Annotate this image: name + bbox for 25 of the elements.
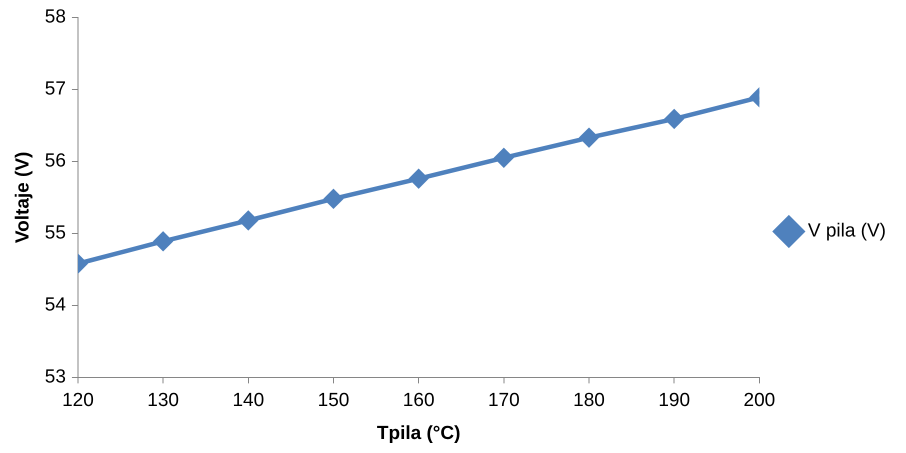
y-tick-label: 54: [44, 294, 66, 316]
point: [154, 232, 172, 251]
point: [239, 211, 258, 230]
y-axis-title: Voltaje (V): [12, 152, 34, 244]
point: [494, 148, 514, 168]
point: [664, 110, 684, 128]
x-tick-label: 190: [658, 390, 690, 412]
legend-label: V pila (V): [808, 220, 886, 242]
point: [409, 169, 428, 188]
y-tick-label: 56: [44, 150, 66, 172]
y-tick-label: 58: [44, 6, 66, 28]
x-tick-label: 150: [318, 390, 350, 412]
point: [324, 190, 343, 208]
x-tick-label: 130: [147, 390, 179, 412]
x-tick-label: 180: [573, 390, 605, 412]
y-tick-label: 53: [44, 366, 66, 388]
x-tick-label: 170: [488, 390, 520, 412]
x-tick-label: 140: [232, 390, 264, 412]
x-tick-label: 160: [402, 390, 434, 412]
y-tick-label: 57: [44, 78, 66, 100]
y-tick-label: 55: [44, 222, 66, 244]
x-tick-label: 200: [744, 390, 776, 412]
x-axis-title: Tpila (°C): [376, 422, 460, 444]
point: [580, 128, 598, 147]
x-tick-label: 120: [62, 390, 94, 412]
